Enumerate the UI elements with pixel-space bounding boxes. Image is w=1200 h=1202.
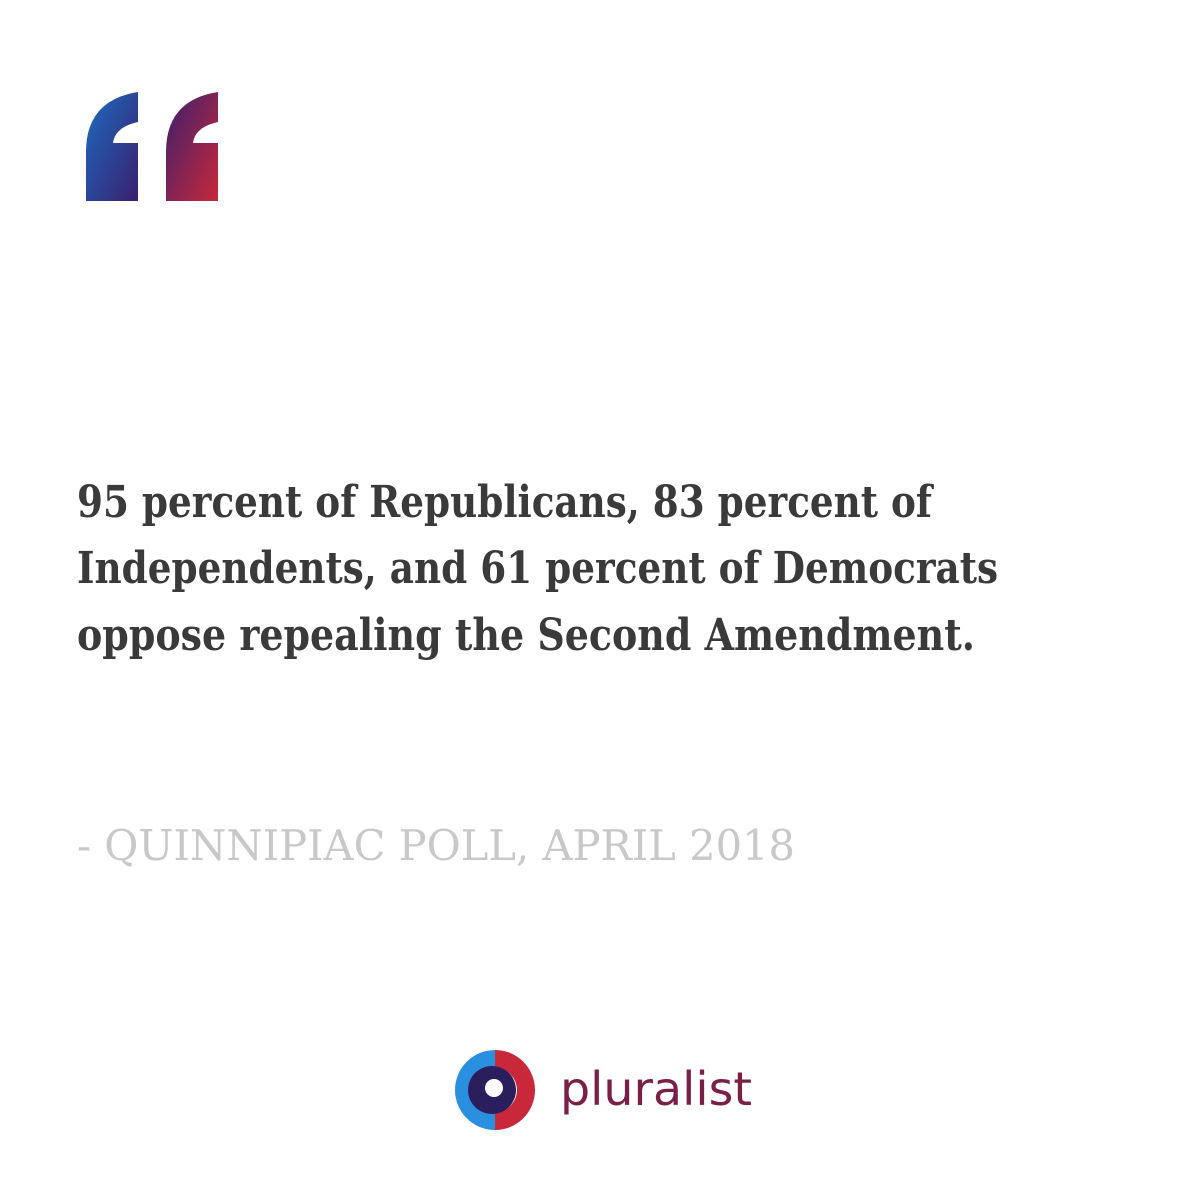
quote-line: Independents, and 61 percent of Democrat… (77, 543, 998, 594)
quote-line: 95 percent of Republicans, 83 percent of (77, 477, 935, 528)
quote-mark (86, 92, 138, 201)
brand-logo: pluralist (455, 1050, 752, 1130)
quote-line: oppose repealing the Second Amendment. (77, 610, 975, 661)
attribution: - QUINNIPIAC POLL, APRIL 2018 (77, 821, 795, 870)
logo-dot (485, 1079, 503, 1097)
brand-name: pluralist (560, 1062, 752, 1116)
quote-mark (166, 92, 218, 201)
